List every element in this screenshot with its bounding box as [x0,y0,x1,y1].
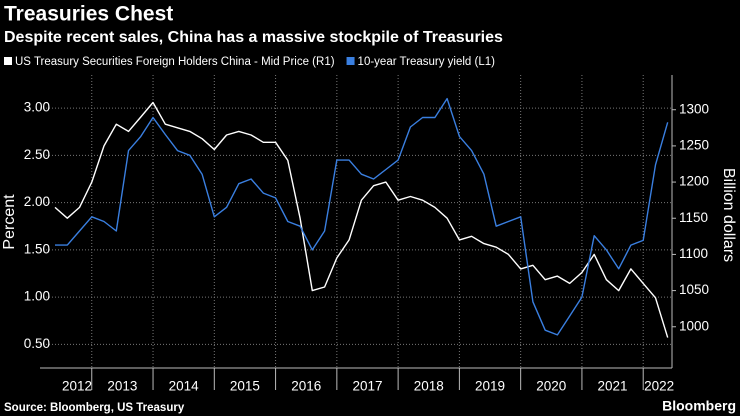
legend-swatch [346,57,355,65]
y-axis-label: Percent [1,194,18,250]
legend-swatch [4,57,12,65]
y-tick-label: 0.50 [24,336,50,351]
x-tick-label: 2018 [414,379,444,394]
x-tick-label: 2017 [352,379,382,394]
y2-tick-label: 1100 [679,246,708,261]
y2-tick-label: 1050 [679,282,709,297]
x-tick-label: 2021 [598,379,628,394]
legend-label: 10-year Treasury yield (L1) [358,56,496,68]
series-line [55,97,669,336]
x-tick-label: 2016 [291,379,321,394]
brand: Bloomberg [662,398,736,414]
y2-tick-label: 1200 [679,174,709,189]
legend-label: US Treasury Securities Foreign Holders C… [15,56,335,68]
x-tick-label: 2020 [536,379,566,394]
y-tick-label: 1.00 [24,289,50,304]
x-tick-label: 2019 [475,379,505,394]
chart-subtitle: Despite recent sales, China has a massiv… [4,29,503,46]
series-line [54,101,669,338]
y-tick-label: 3.00 [24,100,50,115]
y-tick-label: 1.50 [24,241,50,256]
x-tick-label: 2015 [230,379,260,394]
x-tick-label: 2012 [62,379,92,394]
x-tick-label: 2022 [644,379,674,394]
x-tick-label: 2013 [107,379,137,394]
y2-axis-label: Billion dollars [720,168,737,262]
y2-tick-label: 1000 [679,318,709,333]
chart-title: Treasuries Chest [4,3,173,26]
y-tick-label: 2.50 [24,147,50,162]
y-tick-label: 2.00 [24,194,50,209]
x-tick-label: 2014 [169,379,200,394]
y2-tick-label: 1300 [679,101,709,116]
y2-tick-label: 1250 [679,137,709,152]
source: Source: Bloomberg, US Treasury [4,402,185,414]
y2-tick-label: 1150 [679,210,708,225]
